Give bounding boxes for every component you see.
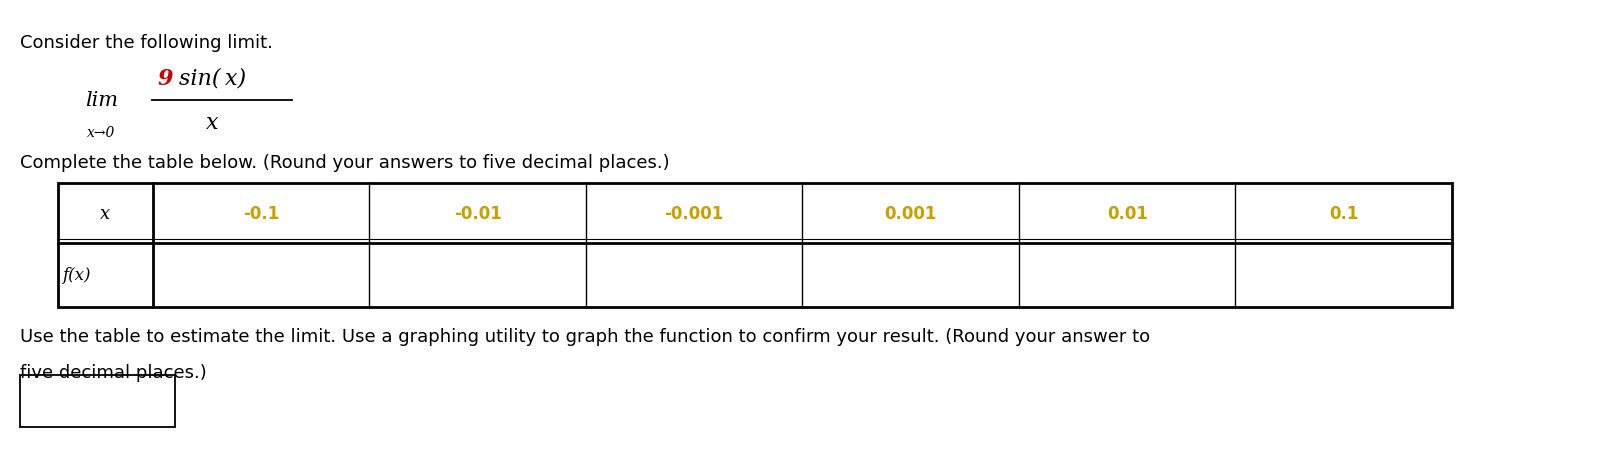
Text: 0.001: 0.001: [884, 204, 936, 222]
Text: Complete the table below. (Round your answers to five decimal places.): Complete the table below. (Round your an…: [19, 154, 669, 172]
Text: -0.01: -0.01: [454, 204, 501, 222]
Text: five decimal places.): five decimal places.): [19, 363, 207, 381]
Bar: [19, 375, 175, 427]
Text: f(x): f(x): [61, 267, 91, 283]
Bar: [58, 184, 1452, 307]
Text: 9: 9: [157, 68, 173, 90]
Text: Consider the following limit.: Consider the following limit.: [19, 34, 273, 52]
Text: sin( x): sin( x): [179, 68, 246, 90]
Text: x: x: [100, 204, 110, 222]
Text: 0.1: 0.1: [1329, 204, 1358, 222]
Text: lim: lim: [86, 91, 118, 110]
Text: x→0: x→0: [87, 126, 115, 140]
Text: -0.1: -0.1: [243, 204, 280, 222]
Text: Use the table to estimate the limit. Use a graphing utility to graph the functio: Use the table to estimate the limit. Use…: [19, 327, 1150, 345]
Text: 0.01: 0.01: [1106, 204, 1148, 222]
Text: -0.001: -0.001: [665, 204, 724, 222]
Text: x: x: [205, 112, 218, 134]
